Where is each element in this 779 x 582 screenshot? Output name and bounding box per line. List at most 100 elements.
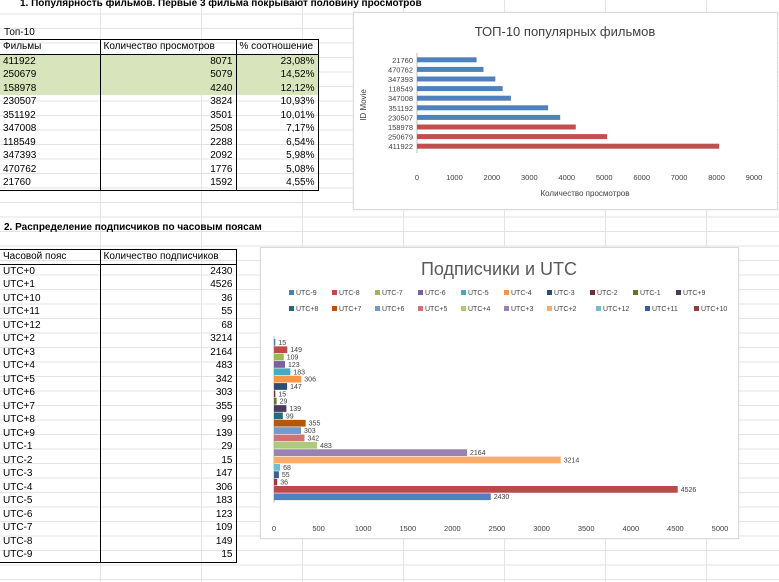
chart2-legend-swatch [332,290,337,295]
tz-cell: 149 [100,534,237,548]
chart2-legend-label: UTC+10 [701,306,727,313]
chart2-data-label: 123 [288,362,300,369]
tz-cell: 147 [100,467,237,481]
chart1-bar [417,134,608,140]
chart2-bar [274,471,279,479]
chart2-x-tick: 1500 [399,524,416,533]
movies-cell: 12,12% [236,81,319,95]
table-row: UTC-6 123 [0,507,237,521]
chart2-x-tick: 1000 [355,524,372,533]
chart2-legend-swatch [590,290,595,295]
chart2-bar [274,441,318,449]
chart2-legend-swatch [418,306,423,311]
tz-cell: UTC-6 [0,507,101,521]
tz-cell: 2430 [100,264,237,278]
chart2-bar [274,419,306,427]
movies-header-1: Количество просмотров [100,39,237,55]
tz-header-row: Часовой пояс Количество подписчиков [0,249,237,265]
chart1-bar [417,57,477,63]
chart2-legend-label: UTC+4 [468,306,490,313]
chart2-data-label: 99 [286,413,294,420]
movies-cell: 411922 [0,54,101,68]
movies-cell: 7,17% [236,122,319,136]
table-row: 351192 3501 10,01% [0,108,319,122]
chart2-legend-swatch [676,290,681,295]
chart2-bar [274,353,284,361]
movies-cell: 3501 [100,108,237,122]
chart2-bar [274,412,283,420]
chart2-legend-label: UTC+2 [554,306,576,313]
movies-cell: 23,08% [236,54,319,68]
tz-cell: UTC-2 [0,453,101,467]
section2-title: 2. Распределение подписчиков по часовым … [4,222,262,233]
movies-cell: 10,01% [236,108,319,122]
chart1-bar [417,66,484,72]
top10-chart: ТОП-10 популярных фильмов ID Movie Количес… [353,12,778,210]
chart1-title: ТОП-10 популярных фильмов [475,24,656,39]
top10-chart-svg: ТОП-10 популярных фильмов ID Movie Количес… [359,24,762,198]
chart2-legend-swatch [461,290,466,295]
chart1-x-tick: 5000 [596,173,613,182]
tz-cell: UTC-3 [0,467,101,481]
movies-cell: 10,93% [236,95,319,109]
top10-label: Топ-10 [4,27,35,38]
table-row: UTC+3 2164 [0,345,237,359]
movies-cell: 2508 [100,122,237,136]
table-row: UTC+10 36 [0,291,237,305]
chart1-x-tick: 4000 [558,173,575,182]
chart1-category-label: 250679 [388,133,413,142]
chart2-x-tick: 4000 [622,524,639,533]
chart2-x-tick: 500 [312,524,325,533]
chart2-data-label: 2430 [494,494,510,501]
tz-cell: UTC+12 [0,318,101,332]
tz-cell: 99 [100,413,237,427]
chart2-data-label: 4526 [681,487,697,494]
tz-cell: 3214 [100,332,237,346]
chart2-data-label: 2164 [470,450,486,457]
tz-cell: UTC+7 [0,399,101,413]
chart1-xlabel: Количество просмотров [541,189,630,198]
chart2-bar [274,493,491,501]
tz-cell: UTC-5 [0,494,101,508]
table-row: UTC+6 303 [0,386,237,400]
chart2-legend-label: UTC-7 [382,290,403,297]
table-row: 158978 4240 12,12% [0,81,319,95]
table-row: UTC-5 183 [0,494,237,508]
table-row: UTC-8 149 [0,534,237,548]
chart2-legend-label: UTC-4 [511,290,532,297]
chart2-legend-swatch [694,306,699,311]
utc-chart: Подписчики и UTC UTC-9 UTC-8 UTC-7 UTC-6 UTC-… [260,247,772,539]
tz-header-1: Количество подписчиков [100,249,237,265]
chart2-data-label: 183 [293,369,305,376]
chart2-legend-label: UTC+12 [603,306,629,313]
chart2-legend-label: UTC-6 [425,290,446,297]
chart2-data-label: 15 [278,391,286,398]
movies-header-row: Фильмы Количество просмотров% соотношение [0,39,319,55]
tz-cell: UTC+1 [0,278,101,292]
chart1-category-label: 118549 [389,85,413,94]
chart2-data-label: 355 [309,421,321,428]
chart2-legend-swatch [504,306,509,311]
chart2-bar [274,427,302,434]
chart2-legend-label: UTC+6 [382,306,404,313]
chart2-legend-label: UTC-2 [597,290,618,297]
movies-cell: 1592 [100,176,237,191]
tz-cell: UTC-7 [0,521,101,535]
movies-cell: 4,55% [236,176,319,191]
chart2-legend-label: UTC+3 [511,306,533,313]
tz-cell: UTC-8 [0,534,101,548]
tz-cell: UTC+4 [0,359,101,373]
chart2-legend-swatch [289,290,294,295]
movies-cell: 351192 [0,108,101,122]
chart1-x-tick: 3000 [521,173,538,182]
chart2-bar [274,397,277,405]
tz-header-0: Часовой пояс [0,249,101,265]
tz-cell: 355 [100,399,237,413]
tz-cell: 342 [100,372,237,386]
movies-header-0: Фильмы [0,39,101,55]
table-row: 230507 3824 10,93% [0,95,319,109]
chart2-bar [274,486,678,493]
tz-cell: 303 [100,386,237,400]
chart2-legend-label: UTC-8 [339,290,360,297]
table-row: 21760 1592 4,55% [0,176,319,191]
